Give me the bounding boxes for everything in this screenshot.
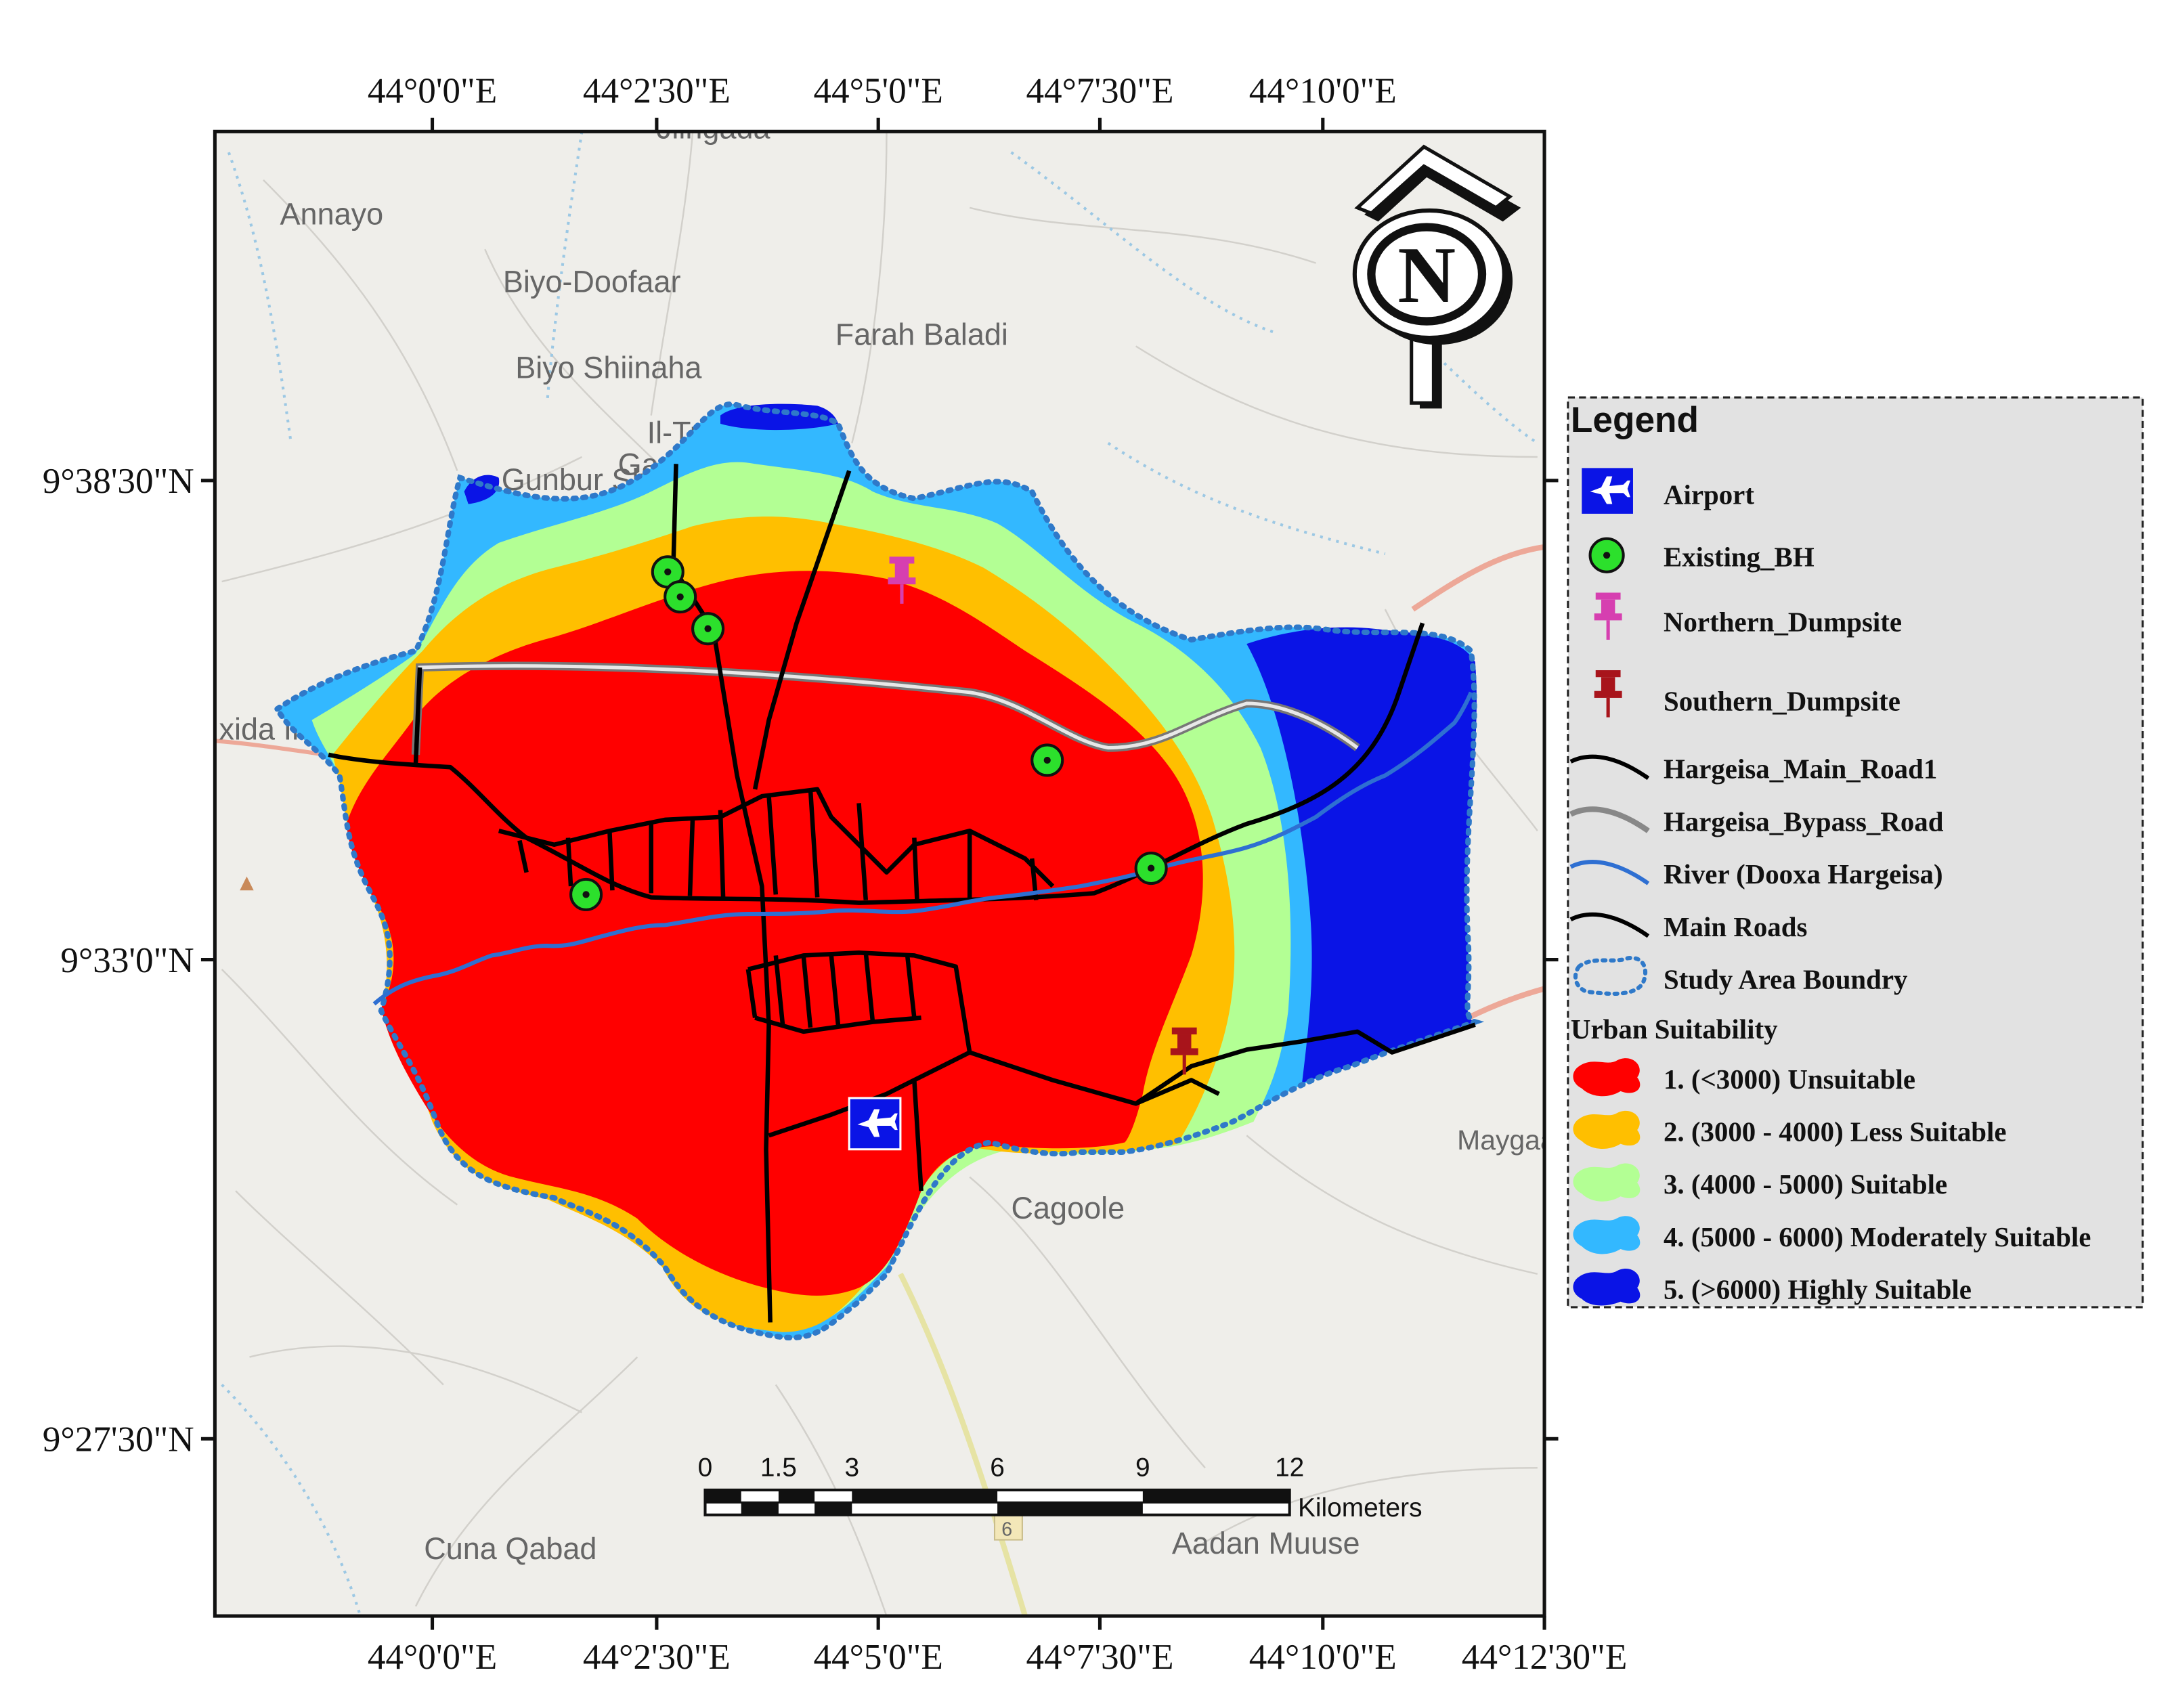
legend-label: Study Area Boundry [1664, 964, 1908, 994]
legend-label: Existing_BH [1664, 542, 1815, 573]
scale-tick-label: 1.5 [760, 1453, 797, 1482]
graticule-ticks [200, 117, 1559, 1630]
borehole-marker [569, 877, 603, 911]
river-line-icon [1569, 860, 1650, 885]
top-lon-label: 44°5'0"E [813, 70, 942, 110]
lat-label: 9°27'30"N [43, 1420, 194, 1460]
pin-icon [1594, 670, 1622, 718]
bypass-road [411, 661, 1360, 756]
top-lon-label: 44°2'30"E [583, 70, 731, 110]
boundary-icon [1573, 956, 1648, 996]
bottom-lon-label: 44°2'30"E [583, 1637, 731, 1677]
main-roads [328, 464, 1476, 1323]
legend-label: Airport [1664, 480, 1754, 510]
scale-bar: 0 1.5 3 6 9 12 Kilometers [698, 1453, 1422, 1522]
peak-marker [240, 876, 254, 891]
north-arrow: N [1352, 144, 1521, 409]
swatch-highly-suitable [1573, 1269, 1641, 1306]
lat-label: 9°33'0"N [60, 940, 194, 980]
zone-unsuitable [346, 571, 1203, 1296]
scale-tick-label: 3 [844, 1453, 859, 1482]
legend-label: Hargeisa_Bypass_Road [1664, 806, 1944, 837]
place-label: Maygaagta Wayn [1457, 1124, 1672, 1156]
boreholes [569, 555, 1168, 911]
place-label: Biyo-Doofaar [503, 265, 681, 299]
road-line-icon [1569, 912, 1650, 938]
place-label: Farah Baladi [835, 317, 1008, 351]
map-frame: Jiingada Annayo Biyo-Doofaar Farah Balad… [200, 111, 1672, 1630]
place-label: Cuna Qabad [424, 1531, 596, 1566]
zone-highly-suitable [1246, 627, 1477, 1083]
legend-title: Legend [1571, 400, 1699, 440]
top-lon-label: 44°0'0"E [368, 70, 497, 110]
zone-highly-suitable [720, 403, 838, 431]
bottom-lon-label: 44°5'0"E [813, 1637, 942, 1677]
swatch-unsuitable [1573, 1058, 1641, 1097]
legend: Legend Airport Existing_BH Northern_Dump… [1567, 396, 2144, 1309]
airport-icon [1582, 468, 1633, 514]
borehole-marker [1134, 851, 1168, 885]
bottom-lon-label: 44°10'0"E [1249, 1637, 1397, 1677]
lat-label: 9°38'30"N [43, 461, 194, 501]
river-dooxa-hargeisa [372, 691, 1473, 1006]
road-line-icon [1569, 754, 1650, 781]
borehole-marker [664, 580, 697, 614]
borehole-icon [1588, 537, 1625, 573]
scale-unit-label: Kilometers [1298, 1493, 1422, 1523]
borehole-marker [1030, 743, 1064, 777]
legend-label: Northern_Dumpsite [1664, 607, 1902, 638]
place-label: Cagoole [1012, 1191, 1125, 1225]
legend-label: 5. (>6000) Highly Suitable [1664, 1275, 1972, 1305]
place-label: Biyo Shiinaha [515, 350, 702, 385]
study-area-boundary [274, 401, 1485, 1340]
southern-dumpsite-marker [1170, 1027, 1198, 1075]
top-lon-label: 44°10'0"E [1249, 70, 1397, 110]
coordinate-labels: 44°0'0"E 44°2'30"E 44°5'0"E 44°7'30"E 44… [43, 70, 1628, 1676]
swatch-suitable [1573, 1163, 1641, 1202]
airport-marker [848, 1097, 902, 1151]
swatch-moderately-suitable [1573, 1216, 1641, 1254]
suitability-zones [277, 403, 1477, 1338]
top-lon-label: 44°7'30"E [1026, 70, 1173, 110]
bypass-line-icon [1569, 806, 1650, 833]
northern-dumpsite-marker [888, 556, 916, 604]
place-label: Aadan Muuse [1172, 1526, 1360, 1560]
scale-tick-label: 0 [698, 1453, 713, 1482]
route-shield [993, 1514, 1023, 1541]
bottom-lon-label: 44°0'0"E [368, 1637, 497, 1677]
bottom-lon-label: 44°7'30"E [1026, 1637, 1173, 1677]
legend-label: Hargeisa_Main_Road1 [1664, 754, 1937, 785]
bottom-lon-label: 44°12'30"E [1462, 1637, 1628, 1677]
place-label: Jiingada [657, 111, 771, 146]
scale-tick-label: 9 [1135, 1453, 1150, 1482]
legend-subtitle: Urban Suitability [1571, 1014, 1778, 1045]
legend-label: 3. (4000 - 5000) Suitable [1664, 1169, 1947, 1200]
legend-label: Southern_Dumpsite [1664, 686, 1900, 716]
pin-icon [1594, 592, 1622, 640]
route-shield-label: 6 [1001, 1518, 1012, 1540]
legend-label: 4. (5000 - 6000) Moderately Suitable [1664, 1222, 2091, 1252]
scale-tick-label: 12 [1275, 1453, 1304, 1482]
suitability-swatches: 1. (<3000) Unsuitable 2. (3000 - 4000) L… [1573, 1058, 2091, 1306]
swatch-less-suitable [1573, 1110, 1641, 1149]
legend-label: 1. (<3000) Unsuitable [1664, 1064, 1915, 1095]
borehole-marker [691, 612, 725, 646]
legend-label: Main Roads [1664, 912, 1807, 942]
legend-box [1567, 396, 2144, 1309]
legend-label: 2. (3000 - 4000) Less Suitable [1664, 1116, 2007, 1147]
north-arrow-letter: N [1397, 230, 1456, 320]
scale-tick-label: 6 [990, 1453, 1005, 1482]
place-label: Annayo [280, 196, 384, 231]
legend-label: River (Dooxa Hargeisa) [1664, 859, 1943, 890]
